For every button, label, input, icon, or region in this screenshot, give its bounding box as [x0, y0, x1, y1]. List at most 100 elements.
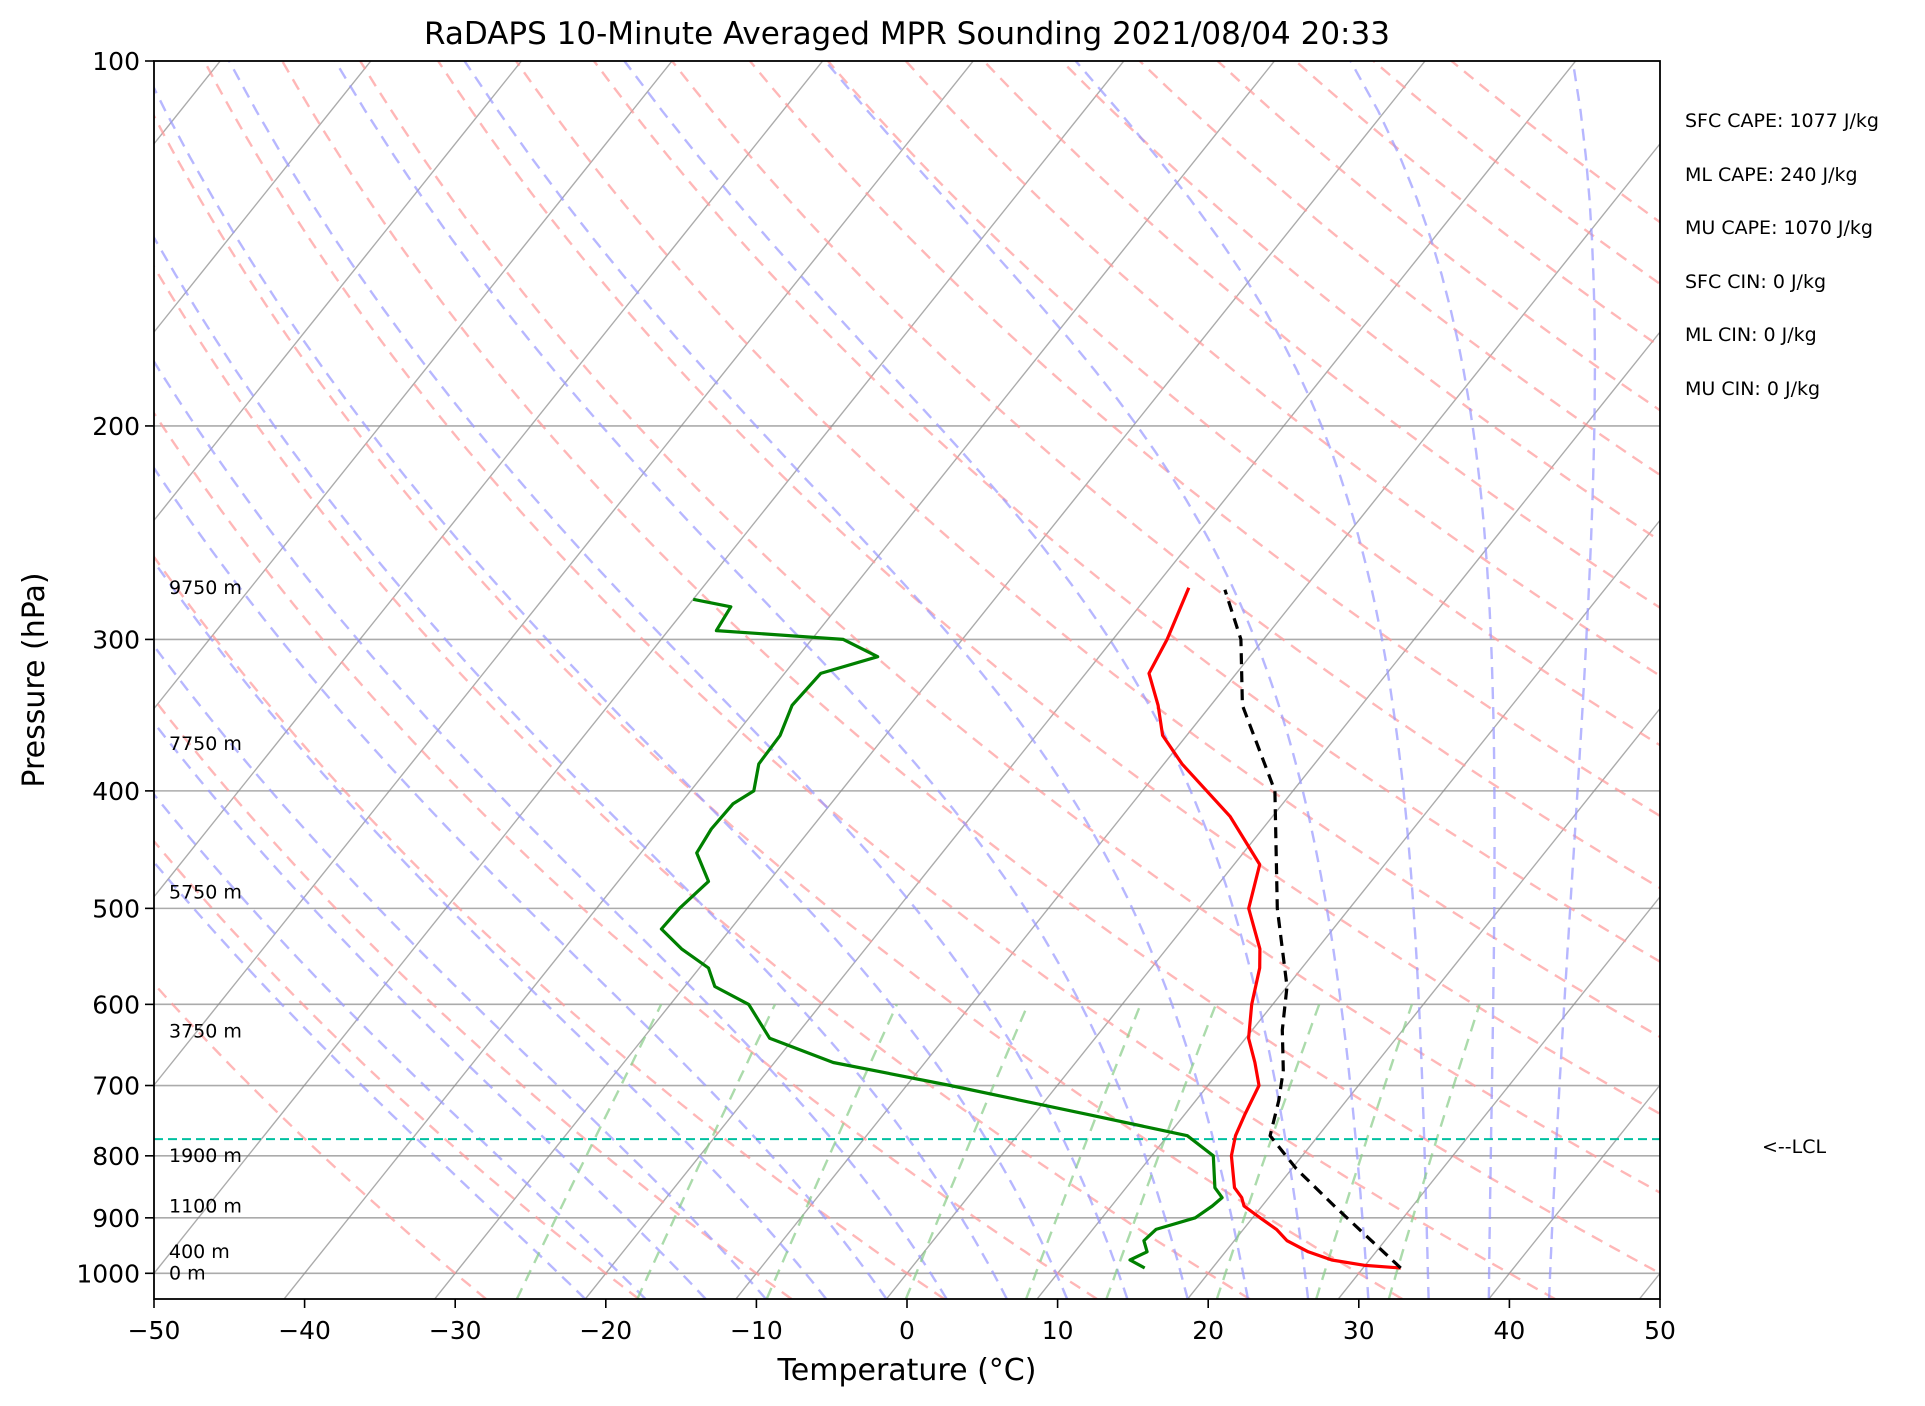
- y-tick-label: 400: [92, 777, 140, 806]
- dry-adiabat: [359, 61, 1660, 1194]
- moist-adiabat: [154, 860, 587, 1299]
- background-lines: [154, 61, 1925, 1299]
- moist-adiabat: [154, 792, 647, 1299]
- moist-adiabat: [154, 559, 828, 1299]
- mixing-ratio-line: [1105, 1003, 1218, 1299]
- x-tick-label: 50: [1644, 1316, 1676, 1345]
- mixing-ratio-line: [636, 1003, 777, 1299]
- isotherm-gridline: [154, 61, 522, 522]
- y-axis-label: Pressure (hPa): [17, 572, 52, 787]
- isotherm-gridline: [1488, 1083, 1660, 1299]
- mixing-ratio-line: [1024, 1003, 1142, 1299]
- stat-text: SFC CAPE: 1077 J/kg: [1685, 110, 1879, 132]
- height-label: 400 m: [169, 1241, 230, 1263]
- stat-text: SFC CIN: 0 J/kg: [1685, 270, 1827, 293]
- dry-adiabat: [1060, 61, 1660, 543]
- x-tick-label: 0: [899, 1316, 915, 1345]
- dry-adiabat: [515, 61, 1660, 1039]
- mixing-ratio-line: [904, 1003, 1030, 1299]
- x-tick-label: −10: [730, 1316, 783, 1345]
- moist-adiabat: [154, 235, 1008, 1299]
- y-tick-label: 200: [92, 412, 140, 441]
- moist-adiabat: [154, 465, 888, 1299]
- moist-adiabat: [824, 61, 1370, 1299]
- stat-text: MU CIN: 0 J/kg: [1685, 377, 1821, 400]
- height-label: 7750 m: [169, 733, 242, 755]
- stat-text: ML CIN: 0 J/kg: [1685, 324, 1817, 346]
- x-tick-label: 30: [1343, 1316, 1375, 1345]
- height-label: 1100 m: [169, 1196, 242, 1218]
- y-tick-label: 700: [92, 1072, 140, 1101]
- isotherm-gridline: [434, 61, 1426, 1299]
- x-tick-label: −50: [128, 1316, 181, 1345]
- annotations: 9750 m 7750 m 5750 m 3750 m 1900 m 1100 m 400 …: [169, 577, 1826, 1284]
- y-tick-label: 100: [92, 47, 140, 76]
- x-axis-label: Temperature (°C): [777, 1353, 1037, 1388]
- dry-adiabat: [154, 411, 1098, 1299]
- dry-adiabat: [154, 113, 1404, 1299]
- isotherm-gridline: [154, 61, 673, 710]
- moist-adiabat: [1074, 61, 1430, 1299]
- dry-adiabat: [826, 61, 1660, 747]
- isotherm-gridline: [735, 142, 1660, 1299]
- isotherm-gridline: [154, 61, 824, 898]
- moist-adiabat: [334, 61, 1189, 1299]
- isotherm-gridline: [1187, 707, 1660, 1299]
- moist-adiabat: [154, 359, 948, 1299]
- isotherm-gridline: [154, 61, 974, 1087]
- isotherm-gridline: [283, 61, 1275, 1299]
- dry-adiabat: [671, 61, 1660, 890]
- axis-ticks: −50 −40 −30 −20 −10 0 10 20 30 40 50 100 200 300 400 50…: [76, 47, 1676, 1345]
- mixing-ratio-line: [1387, 1004, 1481, 1299]
- dewpoint-profile: [659, 597, 1224, 1270]
- stat-text: MU CAPE: 1070 J/kg: [1685, 217, 1873, 239]
- moist-adiabat: [154, 85, 1069, 1299]
- isotherm-gridline: [1337, 895, 1660, 1299]
- x-tick-label: −20: [579, 1316, 632, 1345]
- moist-adiabat: [1547, 61, 1597, 1299]
- y-tick-label: 800: [92, 1142, 140, 1171]
- y-tick-label: 300: [92, 625, 140, 654]
- isotherm-gridline: [885, 330, 1660, 1299]
- dry-adiabat: [982, 61, 1660, 610]
- mixing-ratio-line: [515, 1003, 663, 1299]
- mixing-ratio-line: [1215, 1003, 1321, 1299]
- dry-adiabat: [1372, 61, 1660, 286]
- moist-adiabat: [228, 61, 1129, 1299]
- y-tick-label: 600: [92, 990, 140, 1019]
- dry-adiabat: [904, 61, 1660, 678]
- dry-adiabat: [154, 264, 1251, 1299]
- dry-adiabat: [1216, 61, 1660, 412]
- chart-title: RaDAPS 10-Minute Averaged MPR Sounding 2…: [424, 16, 1390, 52]
- y-tick-label: 900: [92, 1204, 140, 1233]
- isotherm-gridline: [1790, 61, 1925, 1299]
- isotherm-gridline: [1638, 1272, 1660, 1299]
- dry-adiabat: [593, 61, 1660, 964]
- dry-adiabat: [154, 839, 640, 1299]
- moist-adiabat: [623, 61, 1310, 1299]
- height-label: 9750 m: [169, 577, 242, 599]
- dry-adiabat: [437, 61, 1660, 1116]
- data-series: [154, 587, 1660, 1270]
- dry-adiabat: [154, 697, 793, 1299]
- moist-adiabat: [463, 61, 1250, 1299]
- isotherm-gridline: [1036, 519, 1660, 1299]
- height-label: 0 m: [169, 1262, 206, 1284]
- x-tick-label: −30: [429, 1316, 482, 1345]
- x-tick-label: 10: [1042, 1316, 1074, 1345]
- height-label: 1900 m: [169, 1145, 242, 1167]
- dry-adiabat: [281, 61, 1660, 1275]
- height-label: 5750 m: [169, 881, 242, 903]
- y-tick-label: 1000: [76, 1259, 140, 1288]
- isotherm-gridline: [154, 61, 1125, 1275]
- mixing-ratio-line: [765, 1003, 898, 1299]
- moist-adiabat: [154, 643, 767, 1299]
- isotherm-gridline: [154, 61, 372, 334]
- x-tick-label: 20: [1192, 1316, 1224, 1345]
- isotherm-gridline: [584, 61, 1577, 1299]
- x-tick-label: −40: [278, 1316, 331, 1345]
- x-tick-label: 40: [1493, 1316, 1525, 1345]
- dry-adiabat: [748, 61, 1660, 818]
- dry-adiabat: [154, 554, 945, 1299]
